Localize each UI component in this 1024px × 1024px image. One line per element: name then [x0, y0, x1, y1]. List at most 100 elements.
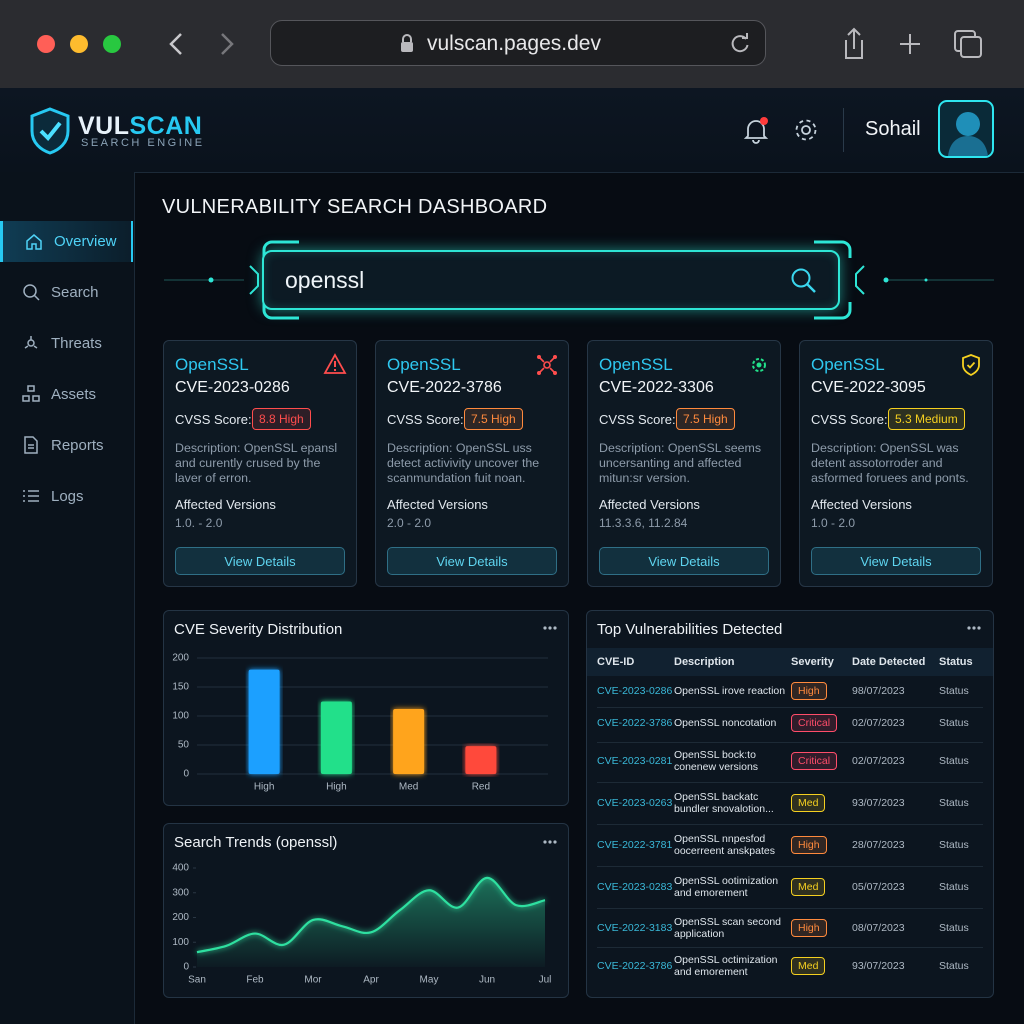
tabs-button-back [960, 36, 982, 58]
view-details-button[interactable]: View Details [175, 547, 345, 575]
card-description: Description: OpenSSL was detent assotorr… [811, 441, 969, 485]
maximize-button[interactable] [103, 35, 121, 53]
search-button[interactable] [790, 267, 818, 295]
table-cell: Status [939, 881, 969, 893]
nav-item[interactable]: Logs [0, 476, 133, 517]
chrome-icons [37, 27, 982, 59]
row-divider [597, 782, 983, 783]
card-icon [323, 353, 347, 374]
x-tick-label: Feb [246, 975, 264, 986]
table-cell: 02/07/2023 [852, 755, 905, 767]
affected-label: Affected Versions [387, 497, 488, 512]
page-title: VULNERABILITY SEARCH DASHBOARD [162, 196, 548, 218]
affected-versions: 1.0 - 2.0 [811, 516, 856, 530]
table-cell: Status [939, 797, 969, 809]
nav-icon [24, 436, 38, 454]
view-details-button[interactable]: View Details [811, 547, 981, 575]
nav-label: Logs [51, 488, 84, 505]
cvss-label: CVSS Score: [811, 412, 888, 427]
table-cell: 02/07/2023 [852, 717, 905, 729]
nav-label: Overview [54, 233, 117, 250]
avatar[interactable] [938, 100, 994, 158]
notifications-button[interactable] [742, 116, 770, 144]
table-cell[interactable]: CVE-2022-3183 [597, 922, 673, 934]
card-icon [537, 355, 557, 375]
bar [320, 701, 352, 774]
trend-area [197, 877, 545, 967]
view-details-button[interactable]: View Details [599, 547, 769, 575]
nav-item[interactable]: Assets [0, 374, 133, 415]
table-cell[interactable]: CVE-2022-3781 [597, 839, 673, 851]
cvss-badge: 7.5 High [464, 408, 523, 430]
table-cell: OpenSSL bock:to conenew versions [674, 749, 759, 773]
close-button[interactable] [37, 35, 55, 53]
nav-item[interactable]: Reports [0, 425, 133, 466]
table-cell: 93/07/2023 [852, 797, 905, 809]
cvss-badge: 5.3 Medium [888, 408, 965, 430]
nav-item[interactable]: Threats [0, 323, 133, 364]
url-text: vulscan.pages.dev [427, 32, 601, 55]
table-cell: Status [939, 960, 969, 972]
y-tick-label: 150 [172, 682, 189, 693]
card-description: Description: OpenSSL uss detect activivi… [387, 441, 540, 485]
cvss-label: CVSS Score: [175, 412, 252, 427]
table-cell: 08/07/2023 [852, 922, 905, 934]
column-header: Date Detected [852, 656, 926, 668]
affected-label: Affected Versions [811, 497, 912, 512]
y-tick-label: 200 [172, 912, 189, 923]
card-vendor: OpenSSL [811, 355, 885, 374]
card-cve: CVE-2023-0286 [175, 379, 290, 396]
view-details-button[interactable]: View Details [387, 547, 557, 575]
divider [843, 108, 844, 152]
search-decoration [164, 240, 994, 320]
table-cell[interactable]: CVE-2023-0263 [597, 797, 673, 809]
back-button[interactable] [169, 33, 182, 55]
user-name[interactable]: Sohail [865, 118, 921, 140]
url-bar[interactable]: vulscan.pages.dev [270, 20, 766, 66]
row-divider [597, 947, 983, 948]
row-divider [597, 907, 983, 909]
reload-button[interactable] [729, 32, 751, 54]
card-vendor: OpenSSL [599, 355, 673, 374]
cvss-label: CVSS Score: [599, 412, 676, 427]
row-divider [597, 742, 983, 743]
cvss-badge: 8.8 High [252, 408, 311, 430]
y-tick-label: 0 [183, 769, 189, 780]
forward-button[interactable] [221, 33, 234, 55]
column-header: CVE-ID [597, 656, 635, 668]
nav-item[interactable]: Overview [0, 221, 133, 262]
vulnerability-card: OpenSSL CVE-2022-3786 CVSS Score: 7.5 High D… [375, 340, 569, 587]
table-header-bg [587, 648, 993, 676]
table-cell[interactable]: CVE-2022-3786 [597, 717, 673, 729]
new-tab-button[interactable] [900, 34, 920, 54]
nav-item[interactable]: Search [0, 272, 133, 313]
nav-label: Search [51, 284, 99, 301]
column-header: Status [939, 656, 973, 668]
minimize-button[interactable] [70, 35, 88, 53]
bar [248, 669, 280, 774]
logo-subtitle: SEARCH ENGINE [81, 137, 205, 149]
table-cell: 05/07/2023 [852, 881, 905, 893]
table-cell[interactable]: CVE-2023-0281 [597, 755, 673, 767]
y-tick-label: 400 [172, 863, 189, 874]
nav-label: Threats [51, 335, 102, 352]
card-description: Description: OpenSSL epansl and curently… [175, 441, 338, 485]
table-cell[interactable]: CVE-2023-0283 [597, 881, 673, 893]
lock-icon [401, 34, 413, 52]
share-button[interactable] [845, 27, 863, 59]
row-divider [597, 866, 983, 867]
nav-icon [23, 490, 39, 502]
card-vendor: OpenSSL [175, 355, 249, 374]
settings-button[interactable] [792, 116, 820, 144]
panel-menus[interactable] [543, 626, 981, 844]
x-tick-label: May [420, 975, 439, 986]
search-box[interactable]: openssl [262, 250, 840, 310]
table-cell[interactable]: CVE-2023-0286 [597, 685, 673, 697]
table-cell: Status [939, 717, 969, 729]
severity-badge: Critical [791, 714, 838, 732]
table-cell: 98/07/2023 [852, 685, 905, 697]
nav-icon [22, 385, 40, 402]
table-cell[interactable]: CVE-2022-3786 [597, 960, 673, 972]
table-cell: Status [939, 685, 969, 697]
